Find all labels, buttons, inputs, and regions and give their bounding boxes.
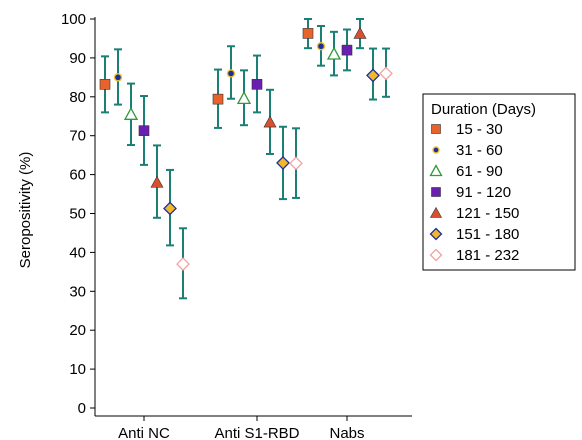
y-tick-label: 40 (69, 244, 86, 261)
data-point (99, 79, 111, 90)
legend-title: Duration (Days) (431, 101, 536, 118)
y-tick-label: 70 (69, 128, 86, 145)
legend-marker (429, 227, 443, 241)
legend-label: 151 - 180 (456, 226, 519, 243)
y-tick-label: 90 (69, 50, 86, 67)
x-tick-label: Nabs (329, 425, 364, 440)
y-axis-title: Seropositivity (%) (17, 152, 34, 269)
plot-marks (99, 18, 393, 300)
legend-label: 91 - 120 (456, 184, 511, 201)
y-tick-label: 50 (69, 206, 86, 223)
legend-label: 31 - 60 (456, 142, 503, 159)
data-point (263, 115, 277, 128)
legend-marker (431, 187, 441, 197)
data-point (289, 156, 303, 171)
x-tick-label: Anti S1-RBD (214, 425, 299, 440)
legend-label: 181 - 232 (456, 247, 519, 264)
data-point (113, 73, 123, 82)
data-point (176, 257, 190, 271)
legend-marker (429, 164, 443, 177)
legend-marker (432, 146, 440, 154)
legend-label: 61 - 90 (456, 163, 503, 180)
series-1 (99, 18, 314, 129)
series-6 (163, 47, 380, 247)
data-point (212, 93, 224, 105)
series-4 (138, 28, 353, 166)
y-tick-label: 20 (69, 322, 86, 339)
data-point (123, 106, 139, 120)
data-point (353, 26, 367, 39)
legend-marker (429, 206, 443, 218)
series-7 (176, 47, 393, 300)
legend-marker (431, 124, 441, 134)
data-point (326, 46, 342, 60)
series-5 (150, 18, 367, 219)
series-2 (113, 25, 326, 106)
legend-label: 121 - 150 (456, 205, 519, 222)
y-tick-label: 30 (69, 283, 86, 300)
axes: 0 10 20 30 40 50 60 70 80 90 100 Anti NC Anti S1-RBD… (61, 11, 412, 440)
data-point (163, 201, 177, 216)
y-tick-label: 100 (61, 11, 86, 28)
series-3 (123, 30, 342, 147)
legend-box (422, 93, 576, 271)
legend: Duration (Days) 15 - 30 31 - 60 61 - 90 91 … (422, 93, 576, 271)
data-point (150, 175, 164, 188)
data-point (316, 42, 326, 51)
data-point (138, 125, 150, 136)
y-tick-label: 0 (78, 400, 86, 417)
x-tick-label: Anti NC (118, 425, 170, 440)
legend-marker (429, 248, 443, 262)
data-point (379, 66, 393, 81)
data-point (276, 156, 290, 170)
data-point (236, 90, 252, 105)
y-tick-label: 10 (69, 361, 86, 378)
data-point (302, 28, 314, 39)
y-tick-label: 60 (69, 167, 86, 184)
data-point (341, 44, 353, 56)
data-point (226, 69, 236, 78)
legend-label: 15 - 30 (456, 121, 503, 138)
data-point (366, 68, 380, 83)
y-tick-label: 80 (69, 89, 86, 106)
data-point (251, 79, 263, 90)
legend-items: 15 - 30 31 - 60 61 - 90 91 - 120 121 - 150 15… (429, 121, 519, 264)
